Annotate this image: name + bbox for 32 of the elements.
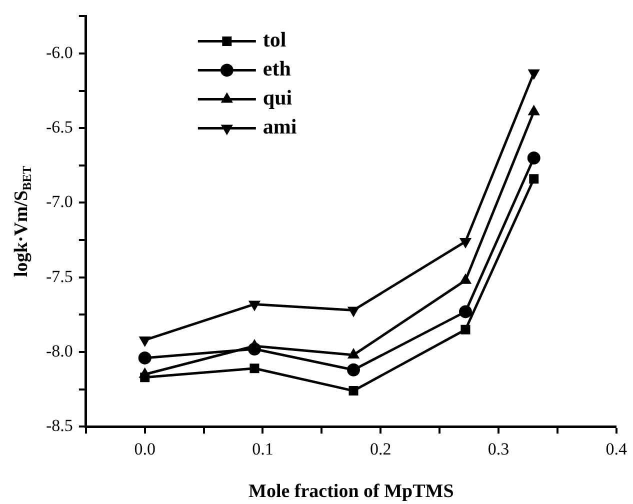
y-tick-label: -7.0: [46, 192, 73, 212]
point: [348, 306, 360, 317]
point: [458, 305, 472, 318]
x-tick-label: 0.3: [488, 439, 510, 458]
y-tick-label: -8.5: [46, 416, 73, 436]
point: [527, 151, 540, 164]
point: [138, 351, 152, 364]
x-tick-label: 0.2: [370, 439, 392, 458]
legend-label: eth: [262, 56, 292, 81]
legend-label: qui: [262, 86, 292, 110]
legend-label: tol: [262, 28, 286, 52]
x-tick-label: 0.0: [134, 439, 156, 458]
point: [460, 238, 472, 248]
x-axis-title: Mole fraction of MpTMS: [248, 480, 454, 502]
y-tick-label: -6.0: [46, 42, 73, 62]
legend-label: ami: [262, 114, 297, 139]
point: [529, 174, 539, 184]
y-tick-label: -8.0: [46, 341, 73, 360]
point: [348, 386, 358, 396]
x-tick-label: 0.1: [252, 439, 274, 458]
point: [140, 372, 150, 382]
y-tick-label: -6.5: [46, 118, 73, 137]
point: [248, 342, 261, 356]
point: [528, 69, 540, 80]
y-tick-label: -7.5: [46, 266, 73, 286]
point: [248, 300, 260, 311]
y-axis-title: logk·Vm/SBET: [10, 164, 34, 278]
point: [250, 364, 260, 374]
point: [460, 324, 470, 334]
x-tick-label: 0.4: [606, 439, 628, 458]
point: [139, 336, 151, 347]
point: [347, 363, 360, 376]
